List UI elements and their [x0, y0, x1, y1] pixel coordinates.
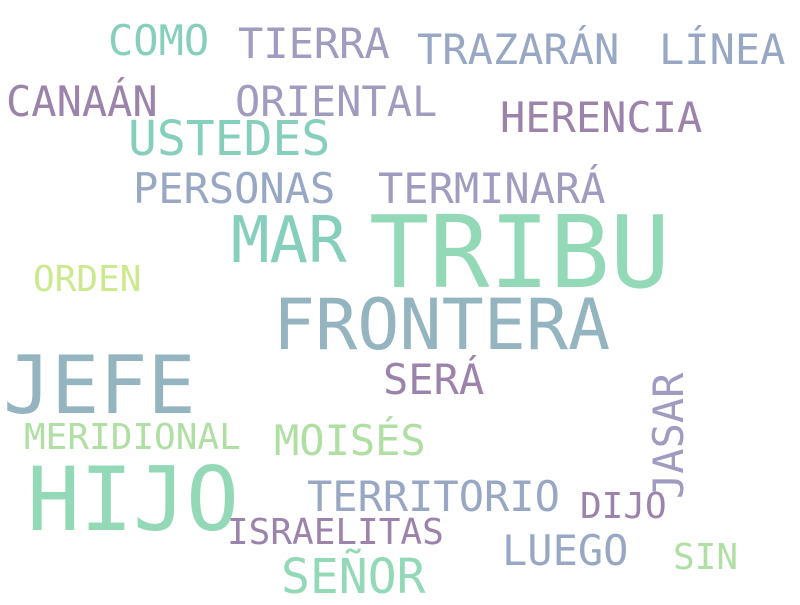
word-meridional: MERIDIONAL: [24, 417, 241, 458]
word-luego: LUEGO: [502, 526, 629, 575]
word-jasar: JASAR: [644, 372, 693, 499]
word-tierra: TIERRA: [238, 19, 390, 68]
word-territorio: TERRITORIO: [307, 472, 560, 521]
word-sera: SERÁ: [383, 355, 485, 404]
word-moises: MOISÉS: [274, 416, 426, 465]
word-ustedes: USTEDES: [128, 111, 331, 167]
word-mar: MAR: [231, 204, 347, 278]
word-canaan: CANAÁN: [6, 77, 158, 126]
word-oriental: ORIENTAL: [235, 77, 438, 126]
word-personas: PERSONAS: [133, 164, 336, 213]
word-jefe: JEFE: [3, 339, 196, 432]
word-dijo: DIJO: [580, 486, 667, 527]
word-trazaran: TRAZARÁN: [417, 25, 620, 74]
word-israelitas: ISRAELITAS: [227, 512, 444, 553]
word-sin: SIN: [673, 537, 739, 578]
word-linea: LÍNEA: [659, 25, 786, 74]
word-terminara: TERMINARÁ: [378, 164, 606, 213]
word-frontera: FRONTERA: [273, 284, 611, 366]
word-orden: ORDEN: [33, 259, 142, 300]
word-tribu: TRIBU: [369, 194, 671, 311]
word-como: COMO: [108, 16, 210, 65]
word-herencia: HERENCIA: [500, 93, 703, 142]
word-hijo: HIJO: [27, 448, 239, 551]
word-senor: SEÑOR: [281, 549, 426, 605]
